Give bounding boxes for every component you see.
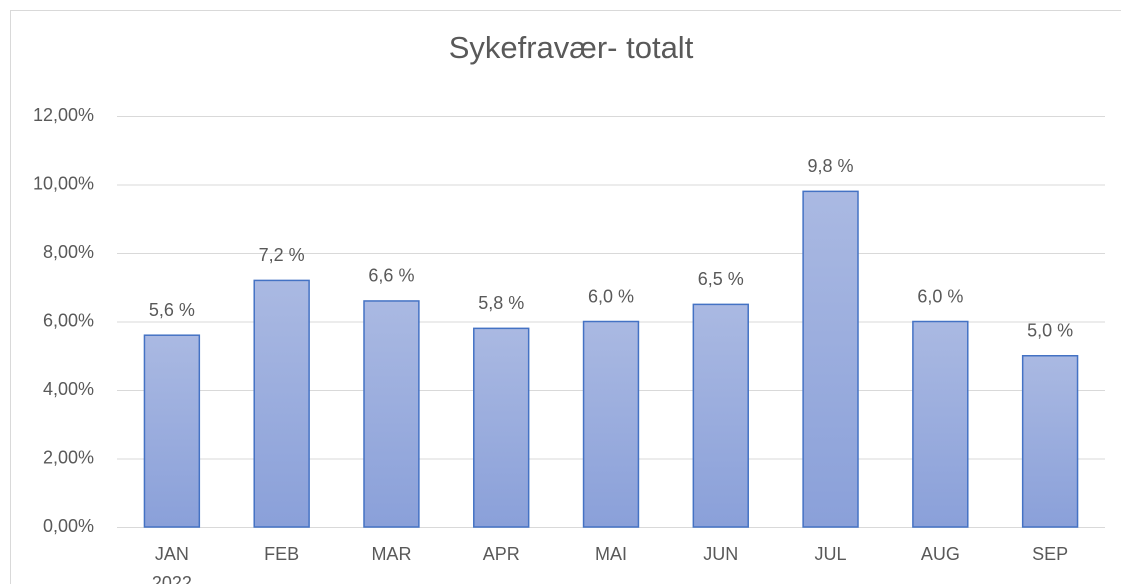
x-tick-label: MAR <box>371 544 411 564</box>
data-label: 9,8 % <box>808 156 854 176</box>
y-tick-label: 8,00% <box>43 242 94 262</box>
y-tick-label: 10,00% <box>33 173 94 193</box>
x-tick-label: FEB <box>264 544 299 564</box>
data-label: 6,0 % <box>917 286 963 306</box>
bar <box>253 279 310 528</box>
data-label: 7,2 % <box>259 245 305 265</box>
bar <box>582 320 640 528</box>
bar <box>143 334 201 528</box>
data-label: 6,6 % <box>368 266 414 286</box>
x-tick-label: JUL <box>815 544 847 564</box>
bar <box>1021 355 1079 528</box>
bar <box>802 190 859 528</box>
data-label: 5,6 % <box>149 300 195 320</box>
x-tick-label: APR <box>483 544 520 564</box>
bar <box>363 300 420 528</box>
y-tick-label: 4,00% <box>43 379 94 399</box>
data-label: 6,5 % <box>698 269 744 289</box>
x-tick-label: SEP <box>1032 544 1068 564</box>
chart-title: Sykefravær- totalt <box>449 30 694 65</box>
y-tick-label: 12,00% <box>33 105 94 125</box>
data-label: 6,0 % <box>588 286 634 306</box>
x-group-label: 2022 <box>152 573 192 584</box>
data-label: 5,8 % <box>478 293 524 313</box>
x-tick-label: MAI <box>595 544 627 564</box>
x-tick-label: JUN <box>703 544 738 564</box>
x-tick-label: JAN <box>155 544 189 564</box>
y-tick-label: 6,00% <box>43 310 94 330</box>
data-label: 5,0 % <box>1027 321 1073 341</box>
bar <box>912 320 969 528</box>
y-tick-label: 2,00% <box>43 447 94 467</box>
y-tick-label: 0,00% <box>43 516 94 536</box>
x-tick-label: AUG <box>921 544 960 564</box>
bar <box>692 303 749 528</box>
bar <box>473 327 530 528</box>
